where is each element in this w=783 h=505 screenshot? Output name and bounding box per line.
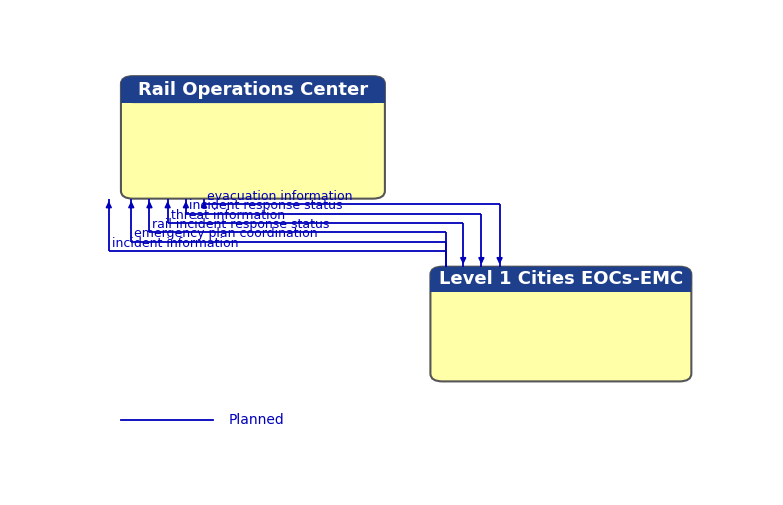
Bar — [121, 91, 385, 103]
FancyBboxPatch shape — [121, 76, 385, 103]
Text: Planned: Planned — [229, 413, 284, 427]
FancyBboxPatch shape — [431, 267, 691, 292]
Text: incident information: incident information — [112, 236, 238, 249]
FancyBboxPatch shape — [121, 76, 385, 198]
Text: Level 1 Cities EOCs-EMC: Level 1 Cities EOCs-EMC — [438, 270, 683, 288]
Text: emergency plan coordination: emergency plan coordination — [135, 227, 318, 240]
Text: incident response status: incident response status — [189, 199, 342, 212]
Text: evacuation information: evacuation information — [207, 190, 352, 203]
FancyBboxPatch shape — [431, 267, 691, 381]
Text: threat information: threat information — [171, 209, 285, 222]
Text: rail incident response status: rail incident response status — [153, 218, 330, 231]
Text: Rail Operations Center: Rail Operations Center — [138, 81, 368, 98]
Bar — [431, 280, 691, 292]
